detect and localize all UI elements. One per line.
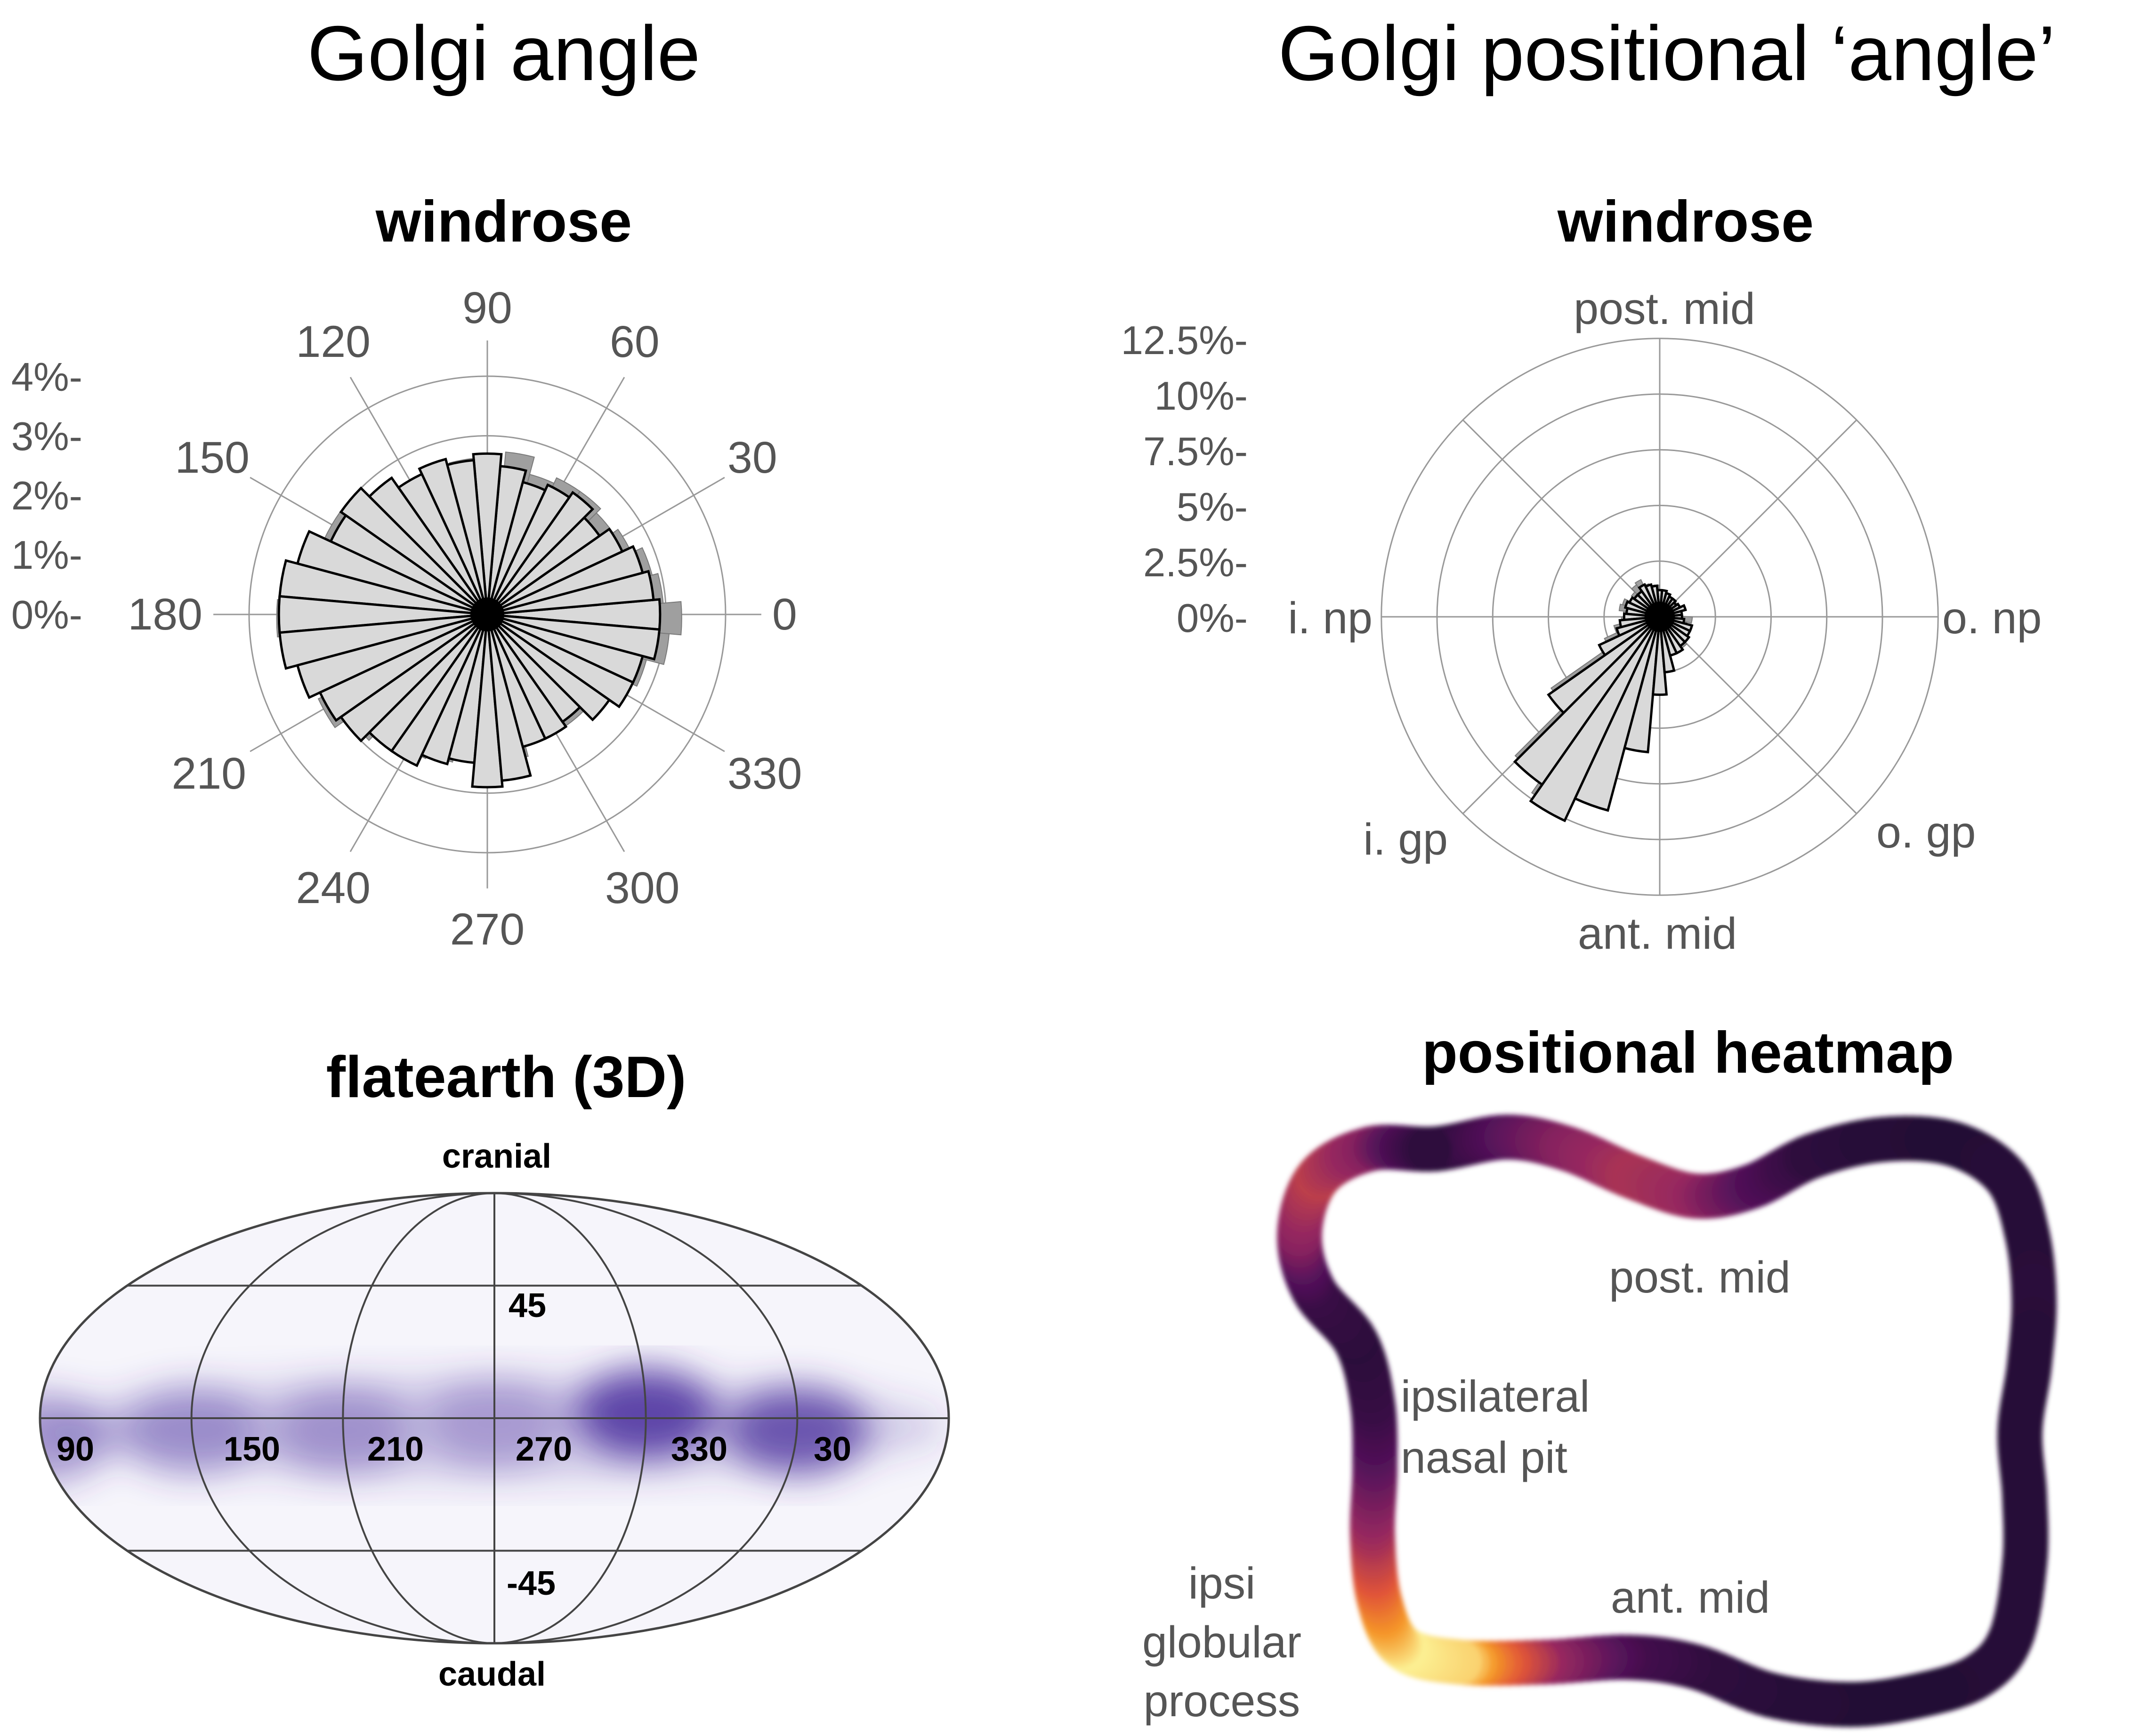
lat-label-45: 45 [509, 1287, 546, 1324]
bar-series-1 [339, 486, 488, 616]
bar-series-1 [486, 527, 624, 616]
left-windrose-bars [276, 452, 682, 789]
left-windrose: windrose 0 30 60 90 120 150 180 210 240 … [11, 189, 802, 954]
bar-series-1 [1623, 616, 1661, 754]
right-windrose-title: windrose [1557, 189, 1814, 254]
region-label-ipsilateral: ipsilateral [1401, 1372, 1590, 1421]
flatearth-panel: flatearth (3D) cranial caudal 90 150 210… [39, 1045, 950, 1693]
bar-series-1 [486, 491, 595, 615]
positional-heatmap-panel: positional heatmap post. mid ipsilateral… [1142, 1020, 2057, 1727]
bar-series-1 [420, 614, 489, 766]
r-label-7-5: 7.5%- [1143, 429, 1248, 474]
left-windrose-hub [470, 598, 504, 631]
positional-heatmap-title: positional heatmap [1422, 1020, 1954, 1085]
right-main-title: Golgi positional ‘angle’ [1278, 10, 2055, 97]
angle-label-o-gp: o. gp [1876, 807, 1976, 857]
bar-series-1 [486, 483, 571, 615]
caudal-label: caudal [438, 1655, 546, 1693]
region-label-ipsi: ipsi [1188, 1558, 1256, 1608]
r-label-4: 4%- [11, 355, 82, 400]
lon-label-150: 150 [224, 1430, 280, 1468]
bar-series-1 [318, 613, 488, 722]
r-label-2-5: 2.5%- [1143, 541, 1248, 585]
left-windrose-angle-labels: 0 30 60 90 120 150 180 210 240 270 300 3… [128, 283, 802, 954]
right-windrose-r-labels: 0%- 2.5%- 5%- 7.5%- 10%- 12.5%- [1121, 318, 1248, 641]
grid-spoke [1462, 419, 1661, 618]
r-label-2: 2%- [11, 474, 82, 518]
right-windrose-grid [1381, 338, 1939, 896]
r-label-1: 1%- [11, 533, 82, 578]
bar-series-1 [1529, 616, 1661, 823]
bar-series-1 [390, 614, 489, 767]
angle-label-30: 30 [727, 433, 777, 483]
angle-label-0: 0 [772, 589, 797, 639]
density-blobs [40, 1368, 949, 1483]
angle-label-330: 330 [727, 749, 802, 799]
r-label-0: 0%- [11, 593, 82, 638]
angle-label-o-np: o. np [1942, 593, 2042, 643]
heatmap-point [1406, 1126, 1452, 1172]
r-label-3: 3%- [11, 414, 82, 459]
bar-series-1 [1573, 616, 1661, 812]
angle-label-i-np: i. np [1288, 593, 1373, 643]
flatearth-graticule [39, 1192, 950, 1645]
lon-label-330: 330 [671, 1430, 727, 1468]
r-label-0: 0%- [1177, 596, 1248, 641]
bar-series-1 [296, 613, 488, 699]
angle-label-180: 180 [128, 589, 202, 639]
angle-label-60: 60 [610, 317, 660, 367]
right-windrose: windrose o. np post. mid i. np i. gp ant… [1121, 189, 2042, 959]
region-label-ant-mid: ant. mid [1611, 1573, 1770, 1623]
angle-label-post-mid: post. mid [1574, 284, 1755, 334]
angle-label-240: 240 [296, 863, 371, 913]
region-label-post-mid: post. mid [1609, 1252, 1790, 1302]
lon-label-210: 210 [367, 1430, 424, 1468]
grid-spoke [1659, 616, 1857, 815]
angle-label-210: 210 [171, 749, 246, 799]
r-label-12-5: 12.5%- [1121, 318, 1248, 363]
left-windrose-r-labels: 0%- 1%- 2%- 3%- 4%- [11, 355, 82, 638]
angle-label-ant-mid: ant. mid [1578, 909, 1737, 959]
flatearth-lon-labels: 90 150 210 270 330 30 [57, 1430, 851, 1468]
angle-label-120: 120 [296, 317, 371, 367]
angle-label-90: 90 [462, 283, 512, 333]
right-windrose-hub [1645, 602, 1675, 632]
r-label-10: 10%- [1155, 374, 1248, 419]
lon-label-30: 30 [814, 1430, 851, 1468]
bar-series-1 [487, 613, 661, 661]
angle-label-270: 270 [450, 904, 525, 954]
region-label-globular: globular [1142, 1617, 1301, 1667]
angle-label-i-gp: i. gp [1363, 815, 1448, 864]
angle-label-300: 300 [605, 863, 680, 913]
bar-series-1 [472, 452, 503, 615]
left-windrose-title: windrose [375, 189, 632, 254]
flatearth-title: flatearth (3D) [326, 1045, 686, 1110]
angle-label-150: 150 [175, 433, 250, 483]
r-label-5: 5%- [1177, 485, 1248, 530]
bar-series-1 [1651, 616, 1668, 696]
density-peak [40, 1393, 111, 1483]
lon-label-90: 90 [57, 1430, 94, 1468]
bar-series-1 [339, 613, 488, 743]
bar-series-1 [486, 614, 568, 741]
lat-label-minus-45: -45 [507, 1565, 556, 1602]
right-windrose-bars [1513, 579, 1694, 823]
left-main-title: Golgi angle [307, 10, 701, 97]
lon-label-270: 270 [516, 1430, 572, 1468]
grid-spoke [1659, 419, 1857, 618]
cranial-label: cranial [442, 1138, 551, 1175]
right-windrose-angle-labels: o. np post. mid i. np i. gp ant. mid o. … [1288, 284, 2042, 959]
heatmap-ring [1276, 1114, 2057, 1727]
region-label-nasal-pit: nasal pit [1401, 1433, 1567, 1483]
bar-series-1 [471, 614, 504, 789]
region-label-process: process [1144, 1676, 1300, 1726]
